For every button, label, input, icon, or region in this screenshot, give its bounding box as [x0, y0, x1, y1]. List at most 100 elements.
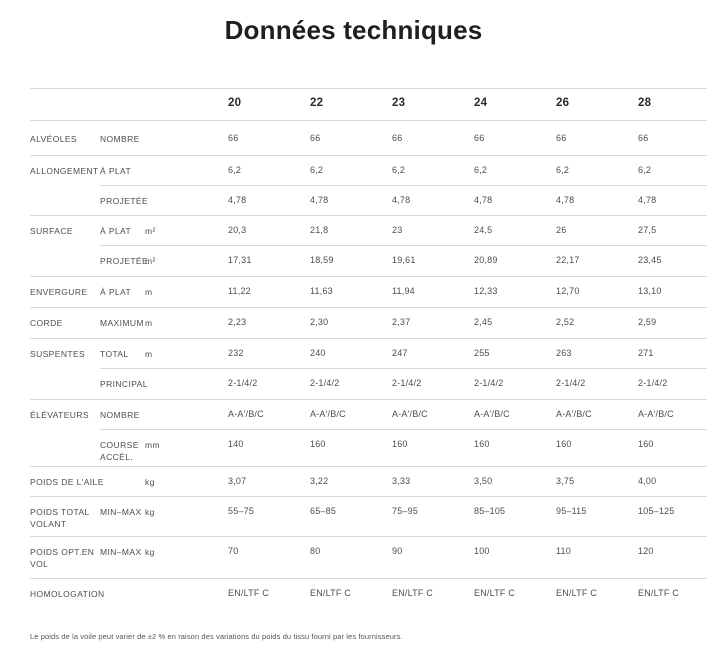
cell-value: 4,78: [474, 195, 493, 205]
table-row: HOMOLOGATION EN/LTF C EN/LTF C EN/LTF C EN/L…: [0, 578, 707, 613]
row-sub-label: NOMBRE: [100, 134, 140, 144]
cell-value: 66: [310, 133, 321, 143]
table-row: POIDS DE L'AILE kg 3,07 3,22 3,33 3,50 3,75 4,0…: [0, 466, 707, 496]
row-group-label: CORDE: [30, 318, 63, 328]
cell-value: A-A'/B/C: [638, 409, 674, 419]
cell-value: 2-1/4/2: [638, 378, 668, 388]
table-row: POIDS TOTAL VOLANT MIN–MAX kg 55–75 65–85 75–…: [0, 496, 707, 536]
cell-value: 22,17: [556, 255, 580, 265]
cell-value: 21,8: [310, 225, 329, 235]
table-row: ENVERGURE À PLAT m 11,22 11,63 11,94 12,33 12,7…: [0, 276, 707, 307]
cell-value: 2-1/4/2: [474, 378, 504, 388]
row-unit-label: [145, 120, 228, 133]
size-column-header: 23: [392, 97, 406, 109]
row-unit-label: [145, 185, 228, 195]
cell-value: 3,50: [474, 476, 493, 486]
cell-value: 2,45: [474, 317, 493, 327]
cell-value: 232: [228, 348, 244, 358]
table-row: PRINCIPAL 2-1/4/2 2-1/4/2 2-1/4/2 2-1/4/2 2-1…: [0, 368, 707, 399]
cell-value: 23: [392, 225, 403, 235]
cell-value: EN/LTF C: [392, 588, 433, 598]
table-row: ALVÉOLES NOMBRE 66 66 66 66 66 66: [0, 120, 707, 155]
row-sub-label: PROJETÉE: [100, 196, 149, 206]
cell-value: 95–115: [556, 506, 587, 516]
cell-value: 6,2: [228, 165, 242, 175]
cell-value: 17,31: [228, 255, 252, 265]
row-unit-label: m: [145, 287, 153, 297]
cell-value: 160: [556, 439, 572, 449]
row-unit-label: m: [145, 349, 153, 359]
row-unit-label: m²: [145, 256, 156, 266]
row-group-label: ALVÉOLES: [30, 134, 77, 144]
row-unit-label: [145, 155, 228, 165]
page-title: Données techniques: [224, 15, 483, 45]
technical-data-page: Données techniques 20 22 23 24 26 28 ALVÉOLES…: [0, 14, 707, 641]
cell-value: 160: [638, 439, 654, 449]
row-unit-label: kg: [145, 547, 155, 557]
cell-value: EN/LTF C: [556, 588, 597, 598]
row-sub-label: À PLAT: [100, 226, 132, 236]
cell-value: 6,2: [474, 165, 488, 175]
cell-value: 240: [310, 348, 326, 358]
cell-value: EN/LTF C: [474, 588, 515, 598]
cell-value: 2-1/4/2: [310, 378, 340, 388]
row-group-label: [30, 368, 108, 378]
cell-value: 100: [474, 546, 490, 556]
cell-value: 19,61: [392, 255, 416, 265]
cell-value: 160: [474, 439, 490, 449]
cell-value: EN/LTF C: [638, 588, 679, 598]
size-column-header: 26: [556, 97, 570, 109]
row-sub-label: À PLAT: [100, 166, 132, 176]
cell-value: 271: [638, 348, 654, 358]
cell-value: 6,2: [638, 165, 652, 175]
cell-value: 11,63: [310, 286, 333, 296]
row-group-label: SURFACE: [30, 226, 73, 236]
cell-value: 66: [392, 133, 403, 143]
cell-value: 160: [310, 439, 326, 449]
header-spacer-group: [30, 88, 100, 97]
row-group-label: SUSPENTES: [30, 349, 86, 359]
cell-value: A-A'/B/C: [556, 409, 592, 419]
row-sub-label: PRINCIPAL: [100, 379, 148, 389]
cell-value: EN/LTF C: [310, 588, 351, 598]
cell-value: 66: [638, 133, 649, 143]
cell-value: A-A'/B/C: [310, 409, 346, 419]
cell-value: 6,2: [556, 165, 570, 175]
row-unit-label: kg: [145, 477, 155, 487]
cell-value: 70: [228, 546, 239, 556]
cell-value: 66: [556, 133, 567, 143]
cell-value: EN/LTF C: [228, 588, 269, 598]
row-sub-label: À PLAT: [100, 287, 132, 297]
row-sub-label: MAXIMUM: [100, 318, 144, 328]
row-group-label: [30, 185, 108, 195]
technical-data-table: 20 22 23 24 26 28 ALVÉOLES NOMBRE 66 66 66 66 66 66 A…: [0, 88, 707, 613]
table-row: POIDS OPT.EN VOL MIN–MAX kg 70 80 90 100 110 120: [0, 536, 707, 578]
header-spacer-unit: [145, 88, 228, 97]
cell-value: 247: [392, 348, 408, 358]
cell-value: 4,00: [638, 476, 657, 486]
cell-value: 4,78: [638, 195, 657, 205]
cell-value: 6,2: [310, 165, 324, 175]
row-group-label: [30, 429, 108, 439]
cell-value: 3,22: [310, 476, 329, 486]
cell-value: 20,3: [228, 225, 247, 235]
row-sub-label: PROJETÉE: [100, 256, 149, 266]
row-unit-label: m²: [145, 226, 156, 236]
cell-value: 4,78: [310, 195, 329, 205]
cell-value: 2-1/4/2: [556, 378, 586, 388]
row-group-label: ENVERGURE: [30, 287, 88, 297]
table-header-row: 20 22 23 24 26 28: [0, 88, 707, 120]
cell-value: 2,23: [228, 317, 247, 327]
cell-value: 85–105: [474, 506, 506, 516]
cell-value: 263: [556, 348, 572, 358]
cell-value: 11,22: [228, 286, 251, 296]
cell-value: 105–125: [638, 506, 675, 516]
cell-value: 11,94: [392, 286, 415, 296]
cell-value: 55–75: [228, 506, 255, 516]
cell-value: 2,59: [638, 317, 657, 327]
size-column-header: 22: [310, 97, 324, 109]
row-group-label: [30, 245, 108, 255]
table-row: ALLONGEMENT À PLAT 6,2 6,2 6,2 6,2 6,2 6,2: [0, 155, 707, 185]
cell-value: 18,59: [310, 255, 334, 265]
cell-value: 3,33: [392, 476, 411, 486]
